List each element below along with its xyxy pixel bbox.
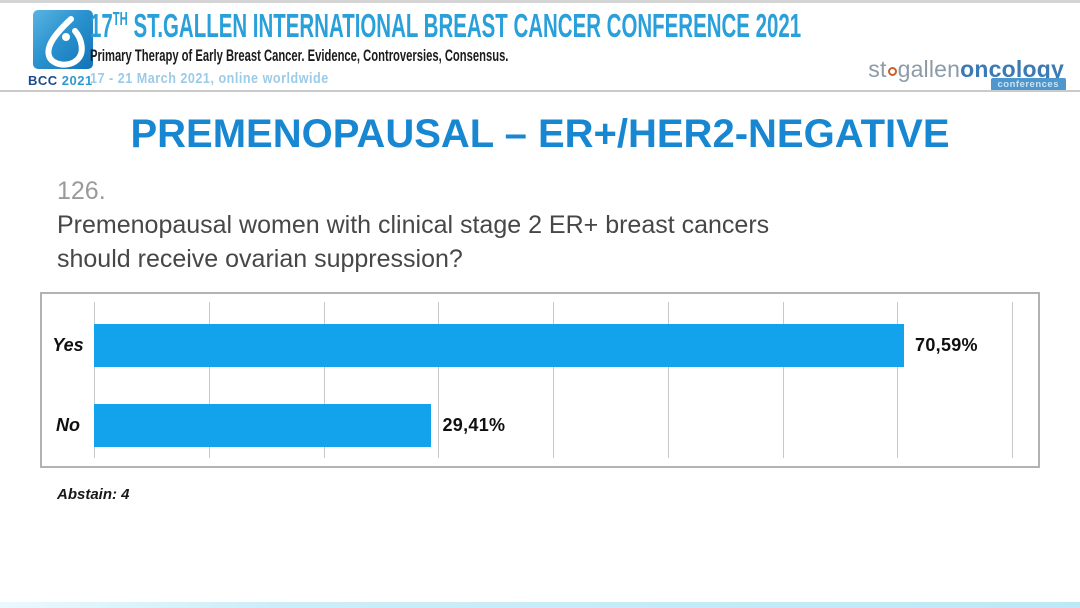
value-label-no: 29,41%	[442, 415, 506, 435]
top-edge-strip	[0, 0, 1080, 3]
conference-title-sup: TH	[112, 9, 128, 29]
axis-tick	[782, 450, 784, 458]
bcc-logo-caption: BCC 2021	[28, 73, 93, 88]
bcc-logo-mark	[33, 10, 93, 69]
droplet-icon	[33, 16, 93, 73]
conferences-badge: conferences	[990, 78, 1066, 91]
header-divider	[0, 90, 1080, 92]
gridline	[897, 302, 899, 450]
logo-text-st: st	[868, 56, 887, 82]
slide-title: PREMENOPAUSAL – ER+/HER2-NEGATIVE	[130, 112, 950, 156]
question-text-line1: Premenopausal women with clinical stage …	[57, 211, 770, 239]
bcc-logo-caption-bcc: BCC	[28, 73, 58, 88]
axis-tick	[438, 450, 440, 458]
axis-tick	[553, 450, 554, 458]
axis-tick	[94, 450, 95, 458]
gridline	[438, 302, 440, 450]
logo-dot-icon	[887, 67, 897, 76]
logo-text-gallen: gallen	[897, 56, 961, 82]
conference-title-prefix: 17	[90, 7, 113, 44]
conference-title-rest: ST.GALLEN INTERNATIONAL BREAST CANCER CO…	[127, 7, 802, 44]
stgallen-oncology-logo: st gallenoncology conferences	[868, 56, 1066, 91]
chart-plot	[94, 302, 1013, 458]
gridline	[323, 302, 325, 450]
abstain-note: Abstain: 4	[57, 486, 130, 503]
axis-tick	[208, 450, 210, 458]
bottom-strip	[0, 602, 1080, 608]
gridline	[553, 302, 554, 450]
conference-dates: 17 - 21 March 2021, online worldwide	[90, 69, 329, 87]
axis-tick	[1012, 450, 1013, 458]
chart-row-yes: 70,59%	[94, 324, 1012, 367]
axis-tick	[667, 450, 669, 458]
bar-yes	[94, 324, 905, 367]
gridline	[667, 302, 669, 450]
axis-tick	[897, 450, 899, 458]
logo-text-oncology: oncology	[960, 56, 1064, 82]
bcc-logo-caption-year: 2021	[57, 73, 93, 88]
category-label-yes: Yes	[52, 335, 84, 355]
poll-chart: Yes No 70,59% 29,41%	[40, 292, 1040, 468]
conference-subtitle: Primary Therapy of Early Breast Cancer. …	[90, 45, 509, 65]
bar-no	[94, 404, 432, 447]
conference-title: 17TH ST.GALLEN INTERNATIONAL BREAST CANC…	[90, 9, 801, 43]
axis-tick	[323, 450, 325, 458]
question-number: 126.	[57, 177, 106, 205]
value-label-yes: 70,59%	[915, 335, 978, 355]
gridline	[94, 302, 95, 450]
gridline	[782, 302, 784, 450]
gridline	[1012, 302, 1013, 450]
category-label-no: No	[56, 415, 80, 435]
chart-row-no: 29,41%	[94, 404, 1012, 447]
header-text: 17TH ST.GALLEN INTERNATIONAL BREAST CANC…	[90, 9, 1080, 87]
gridline	[208, 302, 210, 450]
question-text-line2: should receive ovarian suppression?	[57, 245, 463, 273]
question-block: 126. Premenopausal women with clinical s…	[57, 174, 769, 276]
